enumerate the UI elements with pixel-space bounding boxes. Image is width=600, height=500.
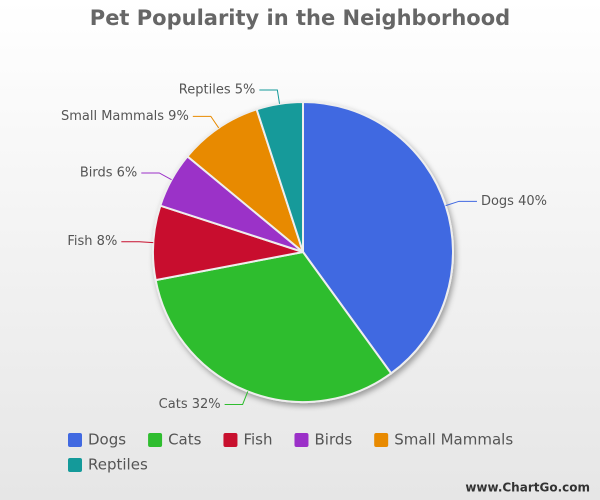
- leader-line: [192, 115, 220, 129]
- legend-label: Dogs: [88, 431, 126, 449]
- pie-slice: [302, 100, 454, 375]
- leader-line: [445, 200, 477, 207]
- leader-line: [259, 89, 281, 104]
- legend-swatch: [374, 433, 389, 447]
- legend-swatch: [148, 433, 163, 447]
- data-label: Dogs 40%: [481, 194, 547, 209]
- legend-label: Reptiles: [88, 456, 148, 474]
- legend-label: Birds: [314, 431, 352, 449]
- legend-label: Fish: [243, 431, 272, 449]
- legend-label: Small Mammals: [394, 431, 513, 449]
- watermark: www.ChartGo.com: [465, 481, 590, 495]
- pie-slice: [186, 108, 306, 255]
- chart-title: Pet Popularity in the Neighborhood: [90, 6, 510, 30]
- legend-swatch: [68, 433, 82, 447]
- data-label: Birds 6%: [80, 165, 137, 180]
- leader-line: [121, 241, 154, 244]
- data-label: Cats 32%: [159, 397, 221, 412]
- pie: [152, 100, 454, 403]
- data-label: Small Mammals 9%: [61, 109, 189, 124]
- legend-swatch: [68, 458, 82, 472]
- leader-line: [224, 391, 249, 405]
- pie-slice: [255, 100, 304, 253]
- leader-line: [141, 172, 172, 181]
- legend-swatch: [294, 433, 309, 447]
- data-label: Reptiles 5%: [179, 83, 256, 98]
- legend-label: Cats: [168, 431, 202, 449]
- legend-swatch: [223, 433, 238, 447]
- data-label: Fish 8%: [67, 234, 117, 249]
